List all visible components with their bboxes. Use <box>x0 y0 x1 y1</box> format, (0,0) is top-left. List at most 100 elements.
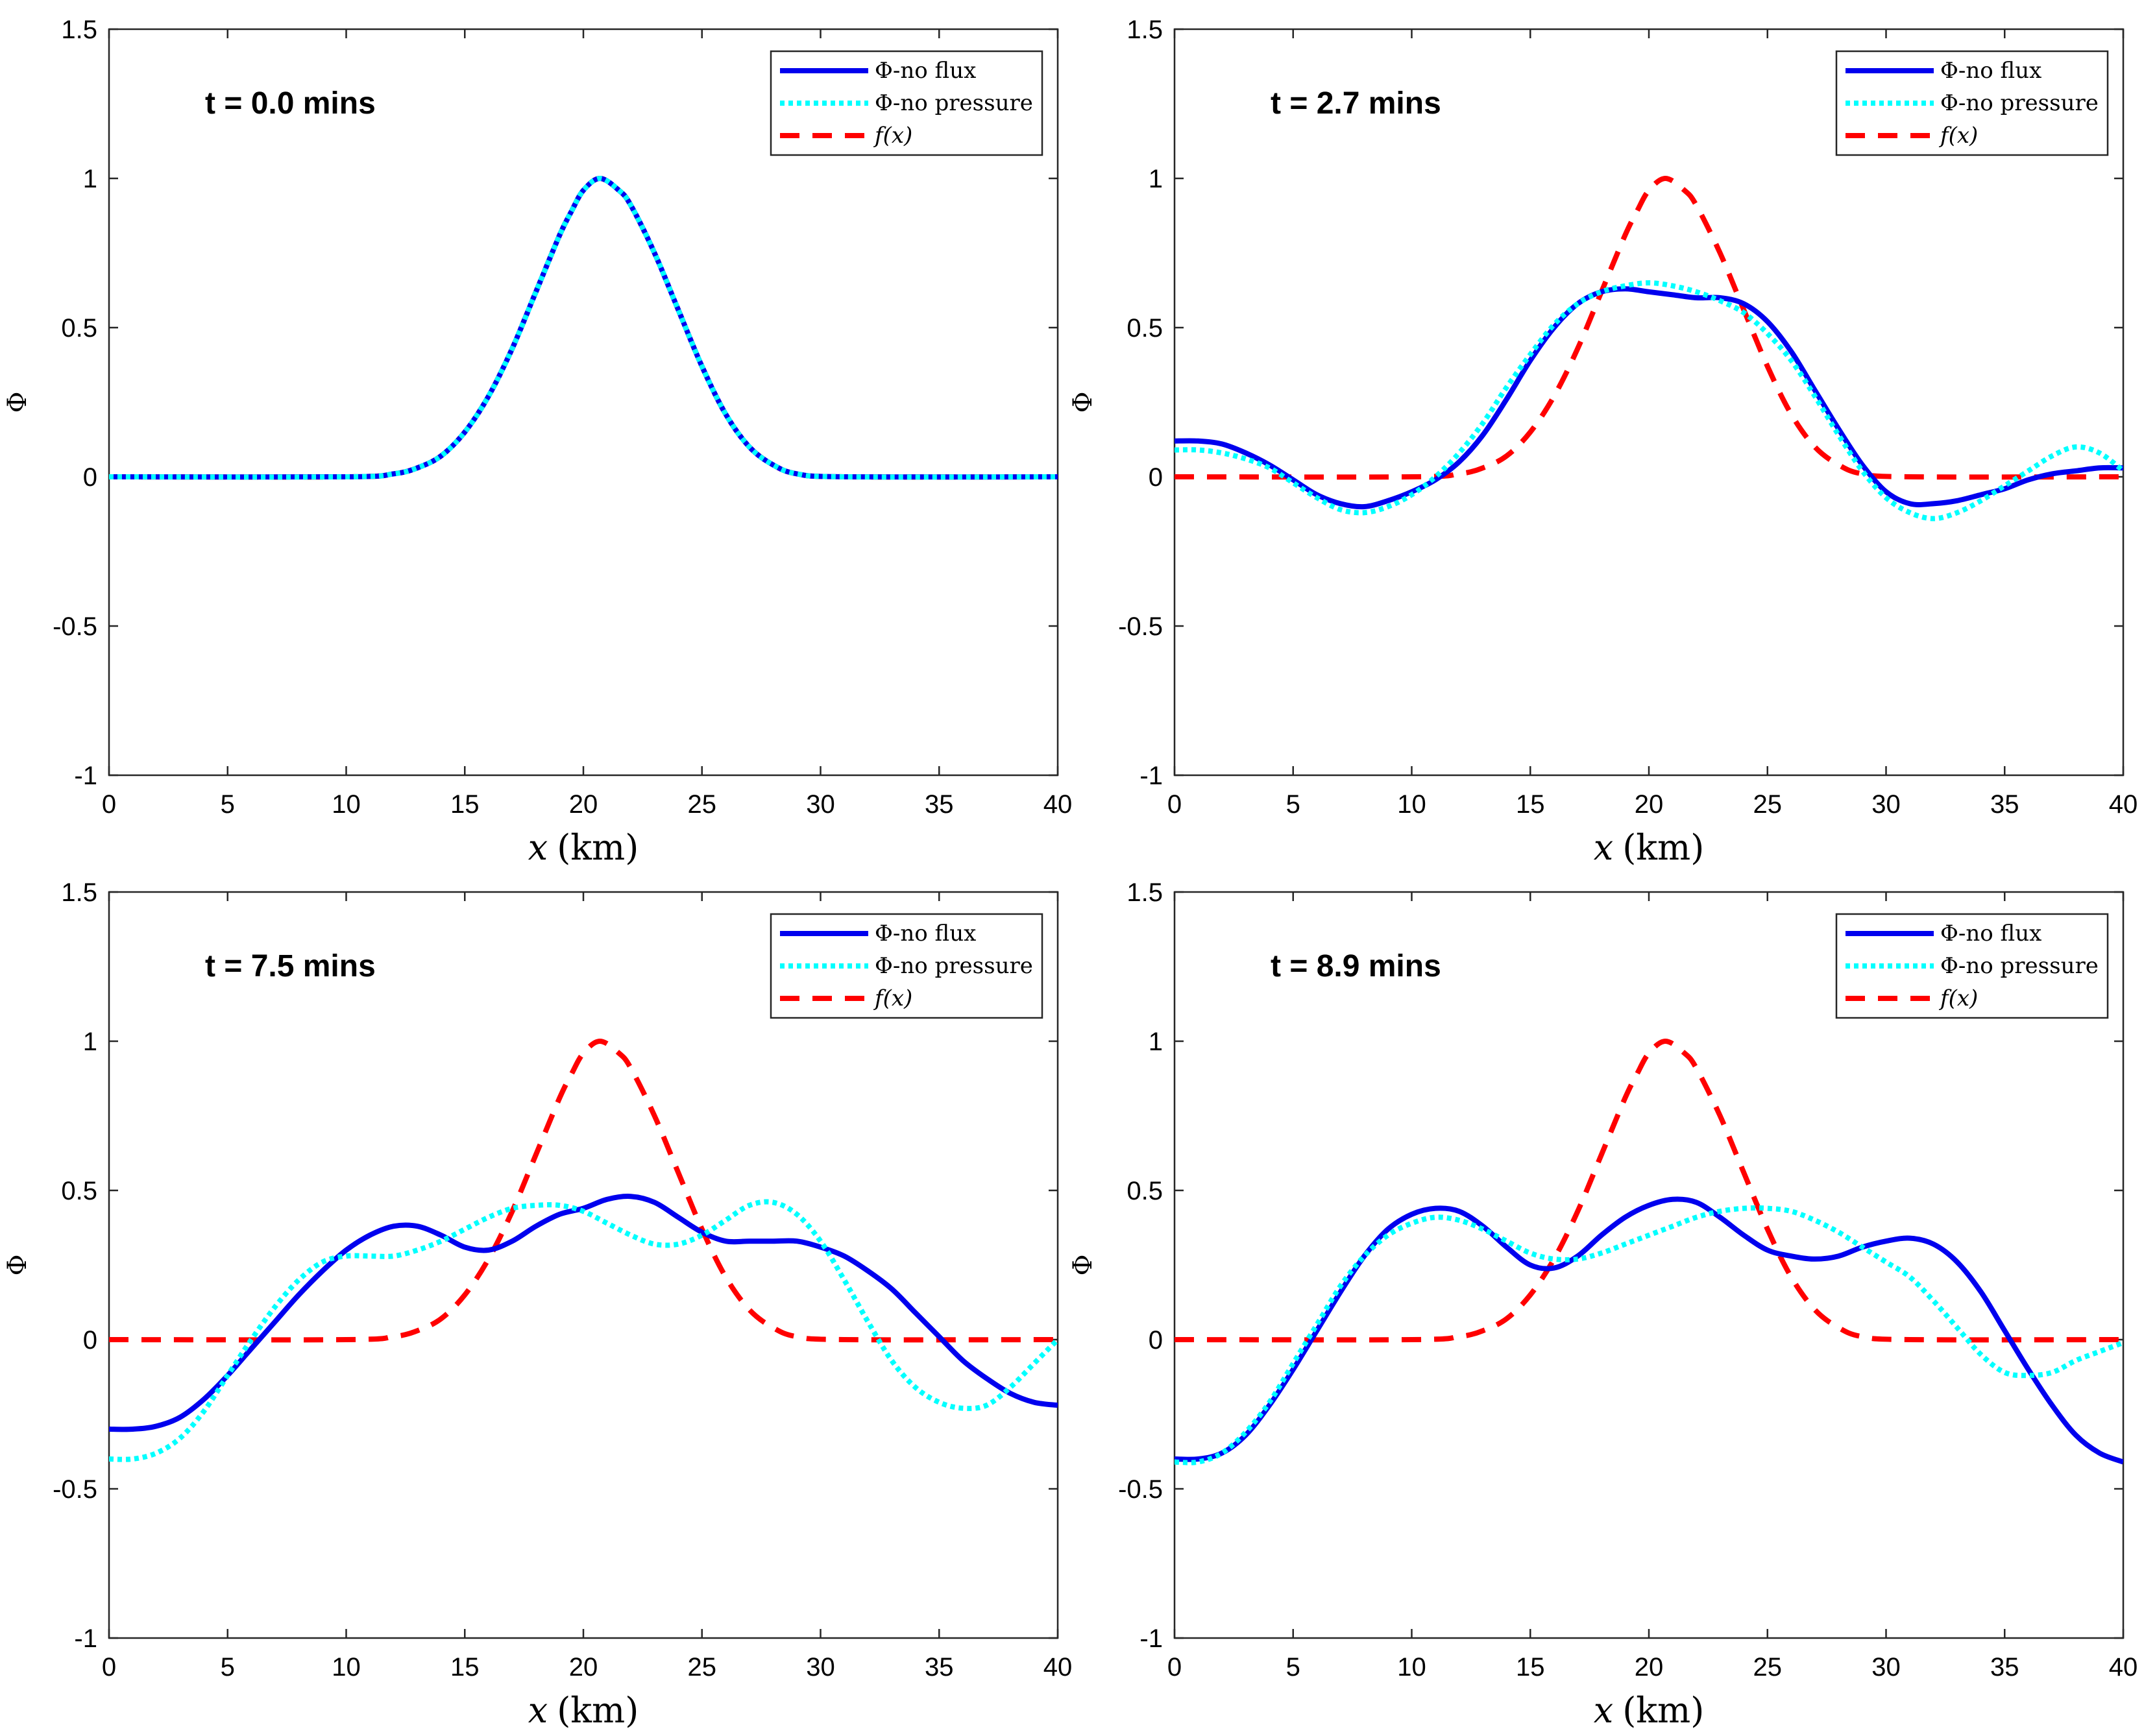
x-axis-label-unit: (km) <box>557 827 639 868</box>
series-group <box>109 176 1058 480</box>
y-tick-label: 0 <box>83 463 97 492</box>
y-tick-label: -1 <box>1139 1624 1163 1653</box>
x-tick-label: 40 <box>1043 1653 1073 1682</box>
x-axis-label-unit: (km) <box>1622 827 1704 868</box>
y-tick-label: 1 <box>1149 1028 1163 1056</box>
time-annotation: t = 2.7 mins <box>1271 86 1441 121</box>
x-tick-label: 30 <box>806 1653 835 1682</box>
x-tick-label: 10 <box>332 1653 361 1682</box>
x-tick-label: 35 <box>1990 790 2019 819</box>
chart-panel-2: 0 5 10 15 20 25 30 35 40 -1 -0.5 0 0.5 1 1.5 x (km) Φt = … <box>1068 16 2138 868</box>
y-tick-label: 1 <box>83 1028 97 1056</box>
x-tick-label: 15 <box>450 790 480 819</box>
x-axis-label-variable: x <box>528 1690 548 1731</box>
y-tick-label: -1 <box>74 762 97 790</box>
x-tick-label: 0 <box>1167 1653 1182 1682</box>
chart-panel-4: 0 5 10 15 20 25 30 35 40 -1 -0.5 0 0.5 1 1.5 x (km) Φt = … <box>1068 878 2138 1731</box>
legend-label-no-flux: Φ-no flux <box>1940 58 2041 84</box>
legend: Φ-no flux Φ-no pressure f(x) <box>770 50 1043 156</box>
y-axis-label: Φ <box>3 392 32 413</box>
x-tick-label: 40 <box>2109 790 2138 819</box>
legend-label-f-x: f(x) <box>873 123 912 149</box>
series-line-f-x <box>1175 176 2123 480</box>
legend-label-no-pressure: Φ-no pressure <box>875 953 1033 979</box>
legend: Φ-no flux Φ-no pressure f(x) <box>1835 50 2109 156</box>
x-tick-label: 25 <box>1753 790 1783 819</box>
x-axis-label: x (km) <box>528 1690 639 1731</box>
series-line-no-flux <box>109 1194 1058 1432</box>
x-tick-label: 20 <box>569 790 598 819</box>
legend-label-no-pressure: Φ-no pressure <box>875 90 1033 116</box>
x-tick-label: 30 <box>806 790 835 819</box>
x-tick-label: 35 <box>1990 1653 2019 1682</box>
x-tick-label: 20 <box>1635 1653 1664 1682</box>
series-group <box>1175 1039 2123 1465</box>
y-tick-label: 0 <box>1149 463 1163 492</box>
x-tick-label: 30 <box>1871 790 1901 819</box>
time-annotation: t = 7.5 mins <box>205 949 376 983</box>
x-tick-label: 5 <box>1286 1653 1300 1682</box>
y-tick-label: 1.5 <box>61 16 97 44</box>
x-tick-label: 0 <box>1167 790 1182 819</box>
series-line-f-x <box>1175 1039 2123 1343</box>
chart-panel-1: 0 5 10 15 20 25 30 35 40 -1 -0.5 0 0.5 1 1.5 x (km) Φt = … <box>3 16 1072 868</box>
x-axis-label: x (km) <box>528 827 639 868</box>
y-axis-label: Φ <box>1068 392 1098 413</box>
legend-label-no-pressure: Φ-no pressure <box>1940 90 2099 116</box>
x-axis-label-unit: (km) <box>1622 1690 1704 1731</box>
y-tick-label: 0 <box>1149 1326 1163 1355</box>
legend-label-f-x: f(x) <box>1938 123 1978 149</box>
x-tick-label: 0 <box>102 1653 116 1682</box>
y-tick-label: -0.5 <box>1118 1475 1163 1504</box>
x-tick-label: 10 <box>332 790 361 819</box>
x-tick-label: 35 <box>925 790 954 819</box>
legend-label-no-pressure: Φ-no pressure <box>1940 953 2099 979</box>
x-axis-label-variable: x <box>1594 827 1613 868</box>
x-tick-label: 25 <box>688 790 717 819</box>
x-tick-label: 10 <box>1397 1653 1426 1682</box>
y-axis-label: Φ <box>3 1255 32 1276</box>
x-axis-label: x (km) <box>1594 827 1705 868</box>
series-group <box>1175 176 2123 522</box>
legend: Φ-no flux Φ-no pressure f(x) <box>1835 913 2109 1019</box>
x-tick-label: 20 <box>1635 790 1664 819</box>
series-line-no-flux <box>1175 1196 2123 1465</box>
series-line-no-pressure <box>109 1199 1058 1462</box>
x-tick-label: 40 <box>1043 790 1073 819</box>
x-axis-label-unit: (km) <box>557 1690 639 1731</box>
y-tick-label: -0.5 <box>53 612 97 641</box>
y-tick-label: 0.5 <box>61 314 97 343</box>
y-tick-label: 1.5 <box>1127 16 1163 44</box>
x-tick-label: 30 <box>1871 1653 1901 1682</box>
series-line-no-flux <box>1175 286 2123 510</box>
x-tick-label: 10 <box>1397 790 1426 819</box>
series-group <box>109 1039 1058 1462</box>
x-tick-label: 5 <box>1286 790 1300 819</box>
series-line-no-pressure <box>109 176 1058 480</box>
x-tick-label: 15 <box>1516 790 1545 819</box>
y-tick-label: 1.5 <box>1127 878 1163 907</box>
y-tick-label: 0 <box>83 1326 97 1355</box>
y-tick-label: -0.5 <box>1118 612 1163 641</box>
chart-panel-3: 0 5 10 15 20 25 30 35 40 -1 -0.5 0 0.5 1 1.5 x (km) Φt = … <box>3 878 1072 1731</box>
x-tick-label: 15 <box>1516 1653 1545 1682</box>
time-annotation: t = 8.9 mins <box>1271 949 1441 983</box>
y-tick-label: 1 <box>1149 165 1163 193</box>
x-tick-label: 25 <box>1753 1653 1783 1682</box>
legend-label-no-flux: Φ-no flux <box>875 921 976 946</box>
y-tick-label: 1.5 <box>61 878 97 907</box>
legend-label-f-x: f(x) <box>873 985 912 1011</box>
y-tick-label: 0.5 <box>1127 314 1163 343</box>
x-tick-label: 0 <box>102 790 116 819</box>
x-tick-label: 40 <box>2109 1653 2138 1682</box>
x-tick-label: 35 <box>925 1653 954 1682</box>
legend-label-no-flux: Φ-no flux <box>1940 921 2041 946</box>
y-tick-label: 0.5 <box>61 1177 97 1205</box>
x-tick-label: 5 <box>221 790 235 819</box>
x-tick-label: 15 <box>450 1653 480 1682</box>
y-tick-label: -1 <box>1139 762 1163 790</box>
y-tick-label: 0.5 <box>1127 1177 1163 1205</box>
x-axis-label-variable: x <box>1594 1690 1613 1731</box>
